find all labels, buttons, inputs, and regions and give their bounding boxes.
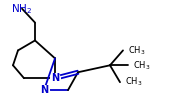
Text: N: N	[40, 85, 48, 95]
Text: CH$_3$: CH$_3$	[125, 76, 143, 88]
Text: NH$_2$: NH$_2$	[11, 2, 33, 16]
Text: N: N	[51, 73, 59, 83]
Text: CH$_3$: CH$_3$	[133, 59, 151, 72]
Text: CH$_3$: CH$_3$	[128, 44, 145, 57]
